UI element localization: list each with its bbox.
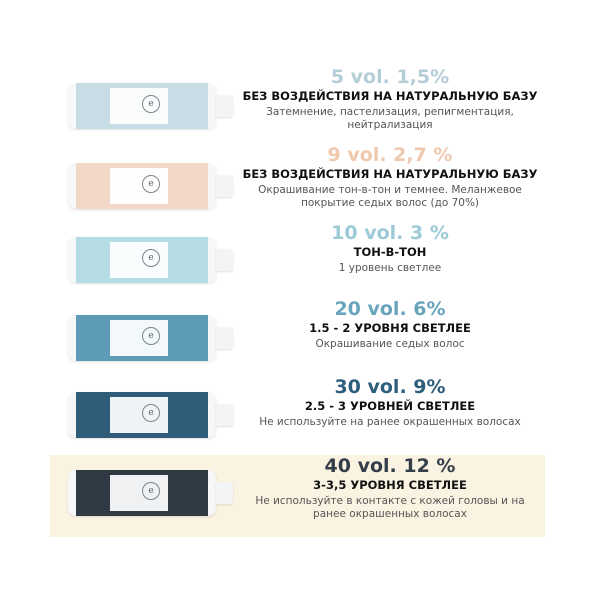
bottle-image: e: [68, 83, 216, 129]
bottle-cap: [216, 404, 233, 426]
effect-heading: 1.5 - 2 УРОВНЯ СВЕТЛЕЕ: [309, 321, 471, 335]
bottle-cap: [216, 95, 233, 117]
volume-label: 10 vol. 3 %: [331, 222, 449, 244]
effect-heading: 3-3,5 УРОВНЯ СВЕТЛЕЕ: [313, 478, 467, 492]
volume-label: 20 vol. 6%: [334, 298, 446, 320]
volume-label: 30 vol. 9%: [334, 376, 446, 398]
effect-description: Окрашивание седых волос: [315, 338, 465, 350]
brand-logo-icon: e: [142, 175, 160, 193]
product-row: e 20 vol. 6% 1.5 - 2 УРОВНЯ СВЕТЛЕЕ Окра…: [0, 0, 600, 361]
bottle-cap: [216, 482, 233, 504]
bottle-image: e: [68, 470, 216, 516]
bottle-image: e: [68, 237, 216, 283]
product-text: 20 vol. 6% 1.5 - 2 УРОВНЯ СВЕТЛЕЕ Окраши…: [240, 298, 540, 351]
volume-label: 40 vol. 12 %: [324, 455, 456, 477]
brand-logo-icon: e: [142, 482, 160, 500]
bottle-image: e: [68, 163, 216, 209]
effect-heading: БЕЗ ВОЗДЕЙСТВИЯ НА НАТУРАЛЬНУЮ БАЗУ: [242, 89, 538, 103]
effect-description: 1 уровень светлее: [338, 262, 442, 274]
product-text: 40 vol. 12 % 3-3,5 УРОВНЯ СВЕТЛЕЕ Не исп…: [240, 455, 540, 521]
bottle-cap: [216, 249, 233, 271]
volume-label: 9 vol. 2,7 %: [327, 144, 453, 166]
bottle-image: e: [68, 392, 216, 438]
effect-description: Не используйте на ранее окрашенных волос…: [259, 416, 521, 428]
effect-description: Окрашивание тон-в-тон и темнее. Меланжев…: [258, 184, 522, 209]
brand-logo-icon: e: [142, 327, 160, 345]
product-row: e 30 vol. 9% 2.5 - 3 УРОВНЕЙ СВЕТЛЕЕ Не …: [0, 0, 600, 438]
effect-heading: 2.5 - 3 УРОВНЕЙ СВЕТЛЕЕ: [304, 399, 476, 413]
bottle-cap: [216, 175, 233, 197]
bottle-cap: [216, 327, 233, 349]
brand-logo-icon: e: [142, 95, 160, 113]
product-row: e 5 vol. 1,5% БЕЗ ВОЗДЕЙСТВИЯ НА НАТУРАЛ…: [0, 0, 600, 131]
effect-description: Затемнение, пастелизация, репигментация,…: [266, 106, 514, 131]
effect-description: Не используйте в контакте с кожей головы…: [255, 495, 525, 520]
product-row: e 9 vol. 2,7 % БЕЗ ВОЗДЕЙСТВИЯ НА НАТУРА…: [0, 0, 600, 209]
product-row: e 10 vol. 3 % ТОН-В-ТОН 1 уровень светле…: [0, 0, 600, 283]
product-text: 10 vol. 3 % ТОН-В-ТОН 1 уровень светлее: [240, 222, 540, 275]
product-text: 5 vol. 1,5% БЕЗ ВОЗДЕЙСТВИЯ НА НАТУРАЛЬН…: [240, 66, 540, 132]
effect-heading: ТОН-В-ТОН: [353, 245, 427, 259]
product-text: 9 vol. 2,7 % БЕЗ ВОЗДЕЙСТВИЯ НА НАТУРАЛЬ…: [240, 144, 540, 210]
product-row: e 40 vol. 12 % 3-3,5 УРОВНЯ СВЕТЛЕЕ Не и…: [0, 0, 600, 520]
brand-logo-icon: e: [142, 249, 160, 267]
volume-label: 5 vol. 1,5%: [330, 66, 450, 88]
product-text: 30 vol. 9% 2.5 - 3 УРОВНЕЙ СВЕТЛЕЕ Не ис…: [240, 376, 540, 429]
bottle-image: e: [68, 315, 216, 361]
brand-logo-icon: e: [142, 404, 160, 422]
effect-heading: БЕЗ ВОЗДЕЙСТВИЯ НА НАТУРАЛЬНУЮ БАЗУ: [242, 167, 538, 181]
